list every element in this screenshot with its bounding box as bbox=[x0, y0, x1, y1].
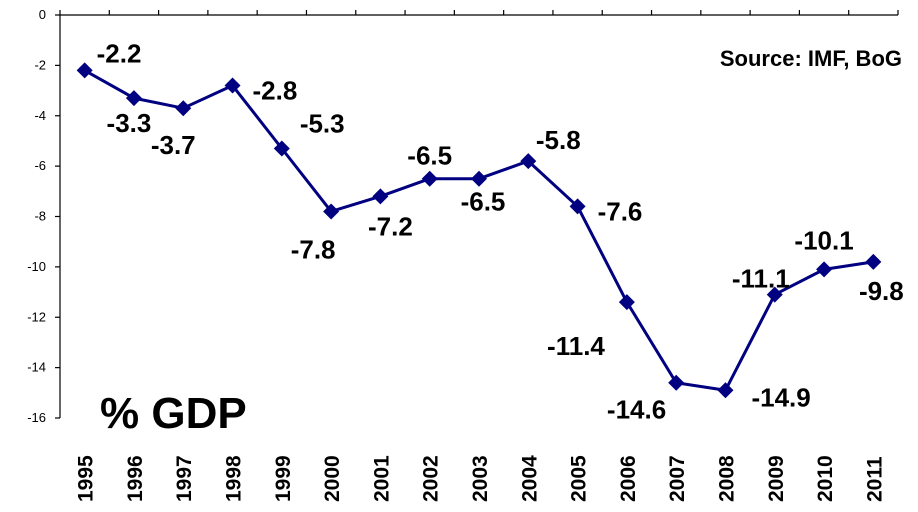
x-tick-label: 2003 bbox=[469, 455, 492, 502]
x-tick-label: 1995 bbox=[75, 455, 98, 502]
unit-label: % GDP bbox=[100, 389, 247, 438]
data-point bbox=[76, 62, 93, 79]
data-label: -9.8 bbox=[859, 276, 904, 306]
y-tick-label: -2 bbox=[34, 57, 46, 72]
data-label: -14.9 bbox=[751, 382, 810, 412]
data-point bbox=[520, 153, 537, 170]
source-note: Source: IMF, BoG bbox=[720, 46, 902, 71]
y-tick-label: -10 bbox=[27, 259, 46, 274]
x-tick-label: 2000 bbox=[321, 455, 344, 502]
y-tick-label: -4 bbox=[34, 108, 46, 123]
data-label: -6.5 bbox=[461, 187, 506, 217]
y-tick-label: -12 bbox=[27, 309, 46, 324]
data-point bbox=[273, 140, 290, 157]
data-point bbox=[816, 261, 833, 278]
data-label: -7.8 bbox=[291, 234, 336, 264]
x-ticks: 1995 1996 1997 1998 1999 2000 2001 2002 2003 2004… bbox=[59, 10, 899, 502]
x-tick-label: 1996 bbox=[124, 455, 147, 502]
data-label: -2.8 bbox=[253, 76, 298, 106]
x-tick-label: 2006 bbox=[617, 455, 640, 502]
x-tick-label: 2008 bbox=[715, 455, 738, 502]
x-tick-label: 2002 bbox=[420, 455, 443, 502]
data-label: -3.3 bbox=[107, 108, 152, 138]
data-label: -5.8 bbox=[536, 125, 581, 155]
data-point bbox=[569, 198, 586, 215]
data-point bbox=[668, 374, 685, 391]
x-tick-label: 2010 bbox=[814, 455, 837, 502]
data-label: -6.5 bbox=[407, 141, 452, 171]
data-point bbox=[125, 90, 142, 107]
data-label: -7.6 bbox=[598, 196, 643, 226]
data-label: -10.1 bbox=[794, 225, 853, 255]
x-tick-label: 2011 bbox=[863, 456, 886, 502]
x-tick-label: 1997 bbox=[173, 455, 196, 502]
y-tick-label: -16 bbox=[27, 410, 46, 425]
data-point bbox=[471, 170, 487, 187]
data-point bbox=[865, 253, 882, 270]
data-label: -2.2 bbox=[97, 38, 142, 68]
data-point bbox=[421, 170, 438, 187]
data-label: -14.6 bbox=[607, 395, 666, 425]
x-tick-label: 2004 bbox=[518, 455, 541, 502]
data-point bbox=[323, 203, 340, 220]
data-point bbox=[618, 294, 635, 311]
x-tick-label: 1999 bbox=[272, 455, 295, 502]
y-tick-label: -14 bbox=[27, 360, 46, 375]
x-tick-label: 2007 bbox=[666, 455, 689, 502]
data-label: -11.4 bbox=[547, 331, 605, 361]
y-tick-label: -6 bbox=[34, 158, 46, 173]
x-tick-label: 2009 bbox=[765, 455, 788, 502]
data-point bbox=[224, 77, 241, 94]
x-tick-label: 2001 bbox=[370, 455, 393, 502]
data-label: -11.1 bbox=[732, 264, 790, 294]
data-labels: -2.2 -3.3-3.7 -2.8-5.3 -7.8 -7.2 -6.5 -6.5 -5.8… bbox=[97, 38, 904, 424]
y-tick-label: 0 bbox=[39, 7, 46, 22]
y-ticks: 0 -2 -4 -6 -8 -10 -12 -14 -16 bbox=[27, 7, 60, 425]
x-tick-label: 2005 bbox=[568, 455, 591, 502]
y-tick-label: -8 bbox=[34, 209, 46, 224]
data-point bbox=[372, 188, 389, 205]
series-line bbox=[83, 69, 874, 392]
data-point bbox=[717, 382, 734, 399]
x-tick-label: 1998 bbox=[223, 455, 246, 502]
data-label: -5.3 bbox=[300, 108, 345, 138]
data-point bbox=[175, 100, 192, 117]
data-point bbox=[766, 286, 783, 303]
data-points bbox=[76, 62, 882, 399]
data-label: -3.7 bbox=[151, 130, 196, 160]
data-label: -7.2 bbox=[368, 211, 413, 241]
